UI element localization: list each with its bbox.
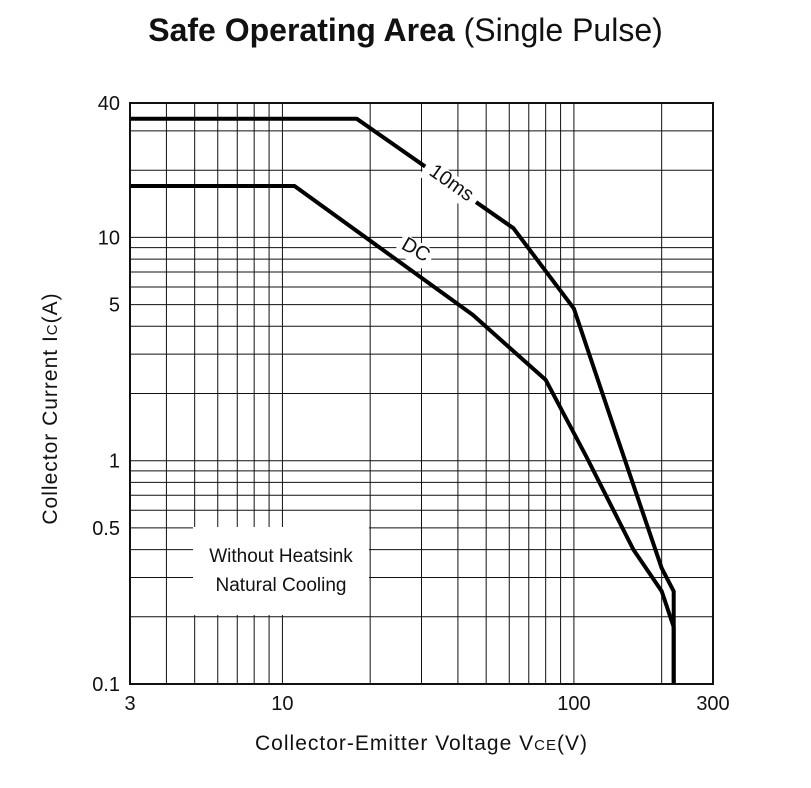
x-axis-label-sub: CE (534, 737, 557, 754)
series-label-bg-10ms (418, 157, 483, 212)
y-tick-label: 5 (109, 295, 120, 317)
x-tick-label: 300 (696, 693, 729, 715)
y-tick-label: 40 (98, 93, 120, 115)
series-line-dc (130, 184, 676, 684)
series-label-group-10ms: 10ms (418, 157, 483, 212)
cooling-note: Without Heatsink Natural Cooling (193, 527, 369, 615)
note-line-1: Without Heatsink (209, 546, 353, 567)
x-axis-label: Collector-Emitter Voltage VCE(V) (255, 732, 588, 755)
chart-title-rest: (Single Pulse) (463, 12, 663, 48)
chart-title: Safe Operating Area (Single Pulse) (0, 10, 811, 50)
y-tick-labels: 0.1 0.5 1 5 10 40 (92, 93, 120, 696)
y-tick-label: 10 (98, 227, 120, 249)
x-axis-label-main: Collector-Emitter Voltage V (255, 732, 534, 755)
x-tick-labels: 3 10 100 300 (124, 693, 729, 715)
chart-title-bold: Safe Operating Area (148, 12, 455, 48)
y-axis-label-main: Collector Current I (39, 335, 62, 524)
series-curves (130, 116, 676, 684)
x-tick-label: 3 (124, 693, 135, 715)
y-axis-label: Collector Current IC(A) (39, 292, 62, 524)
y-axis-label-unit: (A) (39, 292, 62, 323)
series-line-10ms (130, 116, 676, 684)
y-tick-label: 0.5 (92, 518, 120, 540)
y-tick-label: 0.1 (92, 674, 120, 696)
y-tick-label: 1 (109, 451, 120, 473)
x-axis-label-unit: (V) (557, 732, 588, 755)
series-label-10ms: 10ms (425, 160, 478, 206)
y-axis-label-sub: C (44, 323, 61, 335)
plot-frame (129, 102, 714, 685)
x-tick-label: 10 (271, 693, 293, 715)
note-line-2: Natural Cooling (215, 575, 347, 596)
x-tick-label: 100 (557, 693, 590, 715)
series-label-bg-dc (393, 233, 436, 271)
